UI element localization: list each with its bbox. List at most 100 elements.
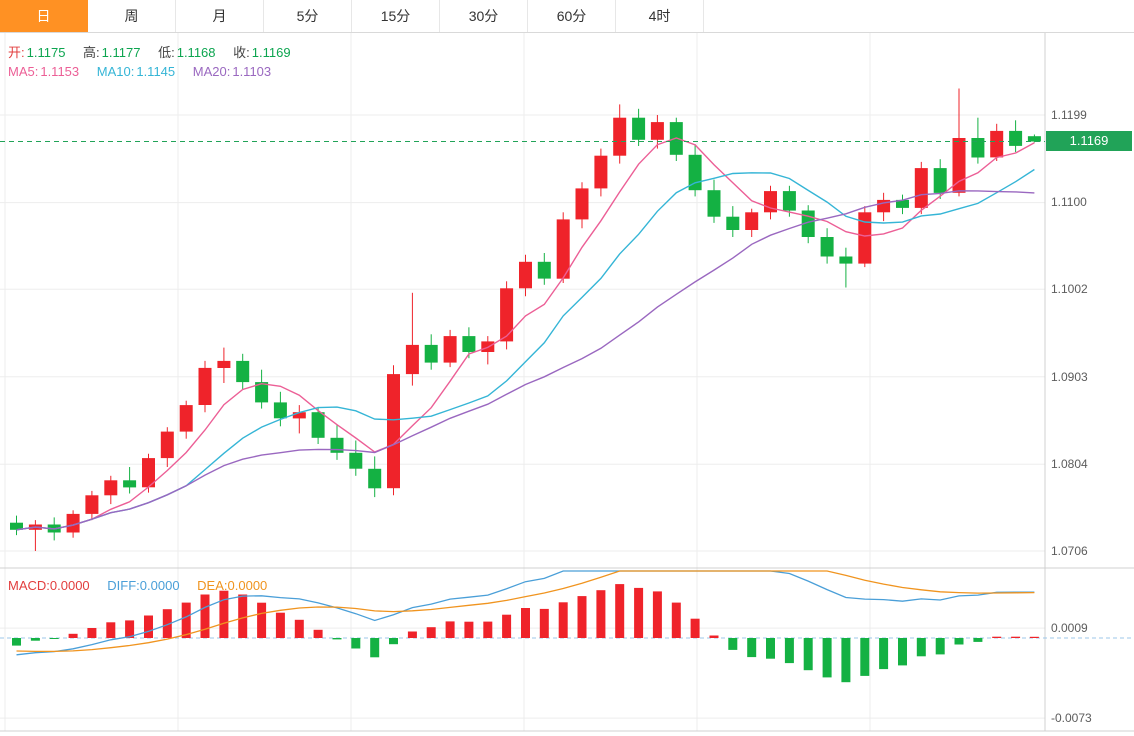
macd-bar (313, 629, 323, 638)
current-price-tag: 1.1169 (1046, 131, 1132, 151)
candle-body (255, 382, 269, 403)
candle-body (292, 412, 306, 419)
ma10-value: 1.1145 (136, 64, 176, 79)
price-chart-canvas[interactable] (0, 33, 1134, 736)
candle-body (311, 412, 325, 438)
candle-body (858, 212, 872, 264)
candle-body (839, 256, 853, 264)
macd-bar (275, 612, 285, 638)
open-value: 1.1175 (26, 45, 66, 60)
macd-bar (558, 602, 568, 638)
tab-5min[interactable]: 5分 (264, 0, 352, 32)
ma5-line (16, 137, 1035, 531)
candle-body (85, 495, 99, 514)
macd-bar (652, 591, 662, 638)
macd-bar (502, 614, 512, 638)
candle-body (537, 261, 551, 279)
candle-body (575, 188, 589, 220)
candle-body (782, 191, 796, 211)
candlestick-series (10, 88, 1041, 551)
close-value: 1.1169 (251, 45, 291, 60)
candle-body (179, 405, 193, 432)
dea-line (16, 570, 1035, 653)
tab-week[interactable]: 周 (88, 0, 176, 32)
ma20-label: MA20: (192, 64, 231, 79)
candle-body (443, 336, 457, 363)
candle-body (1027, 136, 1041, 142)
macd-bar (219, 590, 229, 638)
macd-bar (1029, 636, 1039, 638)
macd-bar (181, 602, 191, 638)
ma10-label: MA10: (96, 64, 135, 79)
diff-line (16, 570, 1035, 656)
macd-bar (841, 638, 851, 683)
macd-bar (690, 618, 700, 638)
candle-body (104, 480, 118, 496)
candle-body (820, 237, 834, 257)
dea-label: DEA: (197, 578, 228, 593)
macd-bar (916, 638, 926, 657)
axis-label-price-5: 1.0804 (1051, 457, 1088, 471)
macd-bar (709, 635, 719, 638)
candle-body (424, 344, 438, 363)
candle-body (330, 437, 344, 453)
candle-body (160, 431, 174, 459)
macd-label: MACD: (8, 578, 50, 593)
tab-60min[interactable]: 60分 (528, 0, 616, 32)
candle-body (933, 168, 947, 193)
macd-value: 0.0000 (49, 578, 90, 593)
macd-bar (521, 608, 530, 638)
ma5-value: 1.1153 (40, 64, 80, 79)
candle-body (142, 458, 155, 488)
macd-bar (728, 638, 738, 650)
ma5-label: MA5: (8, 64, 39, 79)
macd-bar (294, 619, 304, 638)
axis-label-price-6: 1.0706 (1051, 544, 1088, 558)
candle-body (387, 374, 400, 489)
macd-bar (144, 615, 153, 638)
ma-legend: MA5: 1.1153 MA10: 1.1145 MA20: 1.1103 (8, 64, 285, 79)
macd-bar (879, 638, 889, 670)
macd-bar (68, 633, 78, 638)
macd-bar (596, 590, 606, 638)
candle-body (123, 480, 137, 488)
candle-body (217, 360, 231, 368)
tab-15min[interactable]: 15分 (352, 0, 440, 32)
macd-bar (860, 638, 870, 676)
macd-bar (351, 638, 361, 649)
tab-day[interactable]: 日 (0, 0, 88, 32)
macd-bar (539, 608, 549, 638)
macd-bar (30, 638, 40, 641)
candle-body (273, 402, 287, 419)
macd-bar (615, 584, 625, 638)
low-label: 低: (158, 45, 175, 60)
macd-bar (822, 638, 832, 678)
macd-bar (784, 638, 794, 664)
candle-body (650, 122, 664, 140)
diff-value: 0.0000 (139, 578, 180, 593)
candle-body (236, 360, 250, 383)
macd-bar (954, 638, 964, 645)
ma20-line (16, 190, 1035, 531)
panel-borders (0, 33, 1134, 732)
macd-bar (162, 609, 172, 638)
macd-bar (370, 638, 380, 658)
candle-body (500, 288, 514, 342)
candle-body (632, 117, 646, 140)
ma10-line (16, 168, 1035, 531)
macd-bar (125, 620, 135, 638)
macd-bar (898, 638, 907, 666)
tab-30min[interactable]: 30分 (440, 0, 528, 32)
tab-month[interactable]: 月 (176, 0, 264, 32)
macd-bar (257, 602, 267, 638)
candle-body (726, 216, 740, 230)
macd-bar (200, 594, 210, 638)
tab-4hour[interactable]: 4时 (616, 0, 704, 32)
candle-body (10, 522, 23, 530)
candle-body (745, 212, 759, 230)
axis-label-macd-1: 0.0009 (1051, 621, 1088, 635)
open-label: 开: (8, 45, 25, 60)
candle-body (594, 155, 608, 189)
candle-body (66, 513, 80, 533)
dea-value: 0.0000 (227, 578, 268, 593)
